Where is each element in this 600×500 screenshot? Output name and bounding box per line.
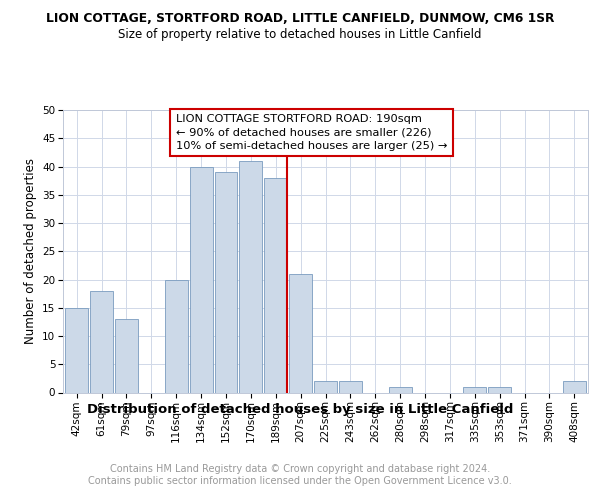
Bar xyxy=(90,291,113,392)
Text: Contains public sector information licensed under the Open Government Licence v3: Contains public sector information licen… xyxy=(88,476,512,486)
Text: Size of property relative to detached houses in Little Canfield: Size of property relative to detached ho… xyxy=(118,28,482,41)
Bar xyxy=(314,381,337,392)
Bar xyxy=(215,172,238,392)
Bar xyxy=(563,381,586,392)
Bar xyxy=(463,387,486,392)
Y-axis label: Number of detached properties: Number of detached properties xyxy=(23,158,37,344)
Bar xyxy=(165,280,188,392)
Bar xyxy=(115,319,138,392)
Bar xyxy=(65,308,88,392)
Text: Contains HM Land Registry data © Crown copyright and database right 2024.: Contains HM Land Registry data © Crown c… xyxy=(110,464,490,474)
Bar xyxy=(339,381,362,392)
Text: LION COTTAGE, STORTFORD ROAD, LITTLE CANFIELD, DUNMOW, CM6 1SR: LION COTTAGE, STORTFORD ROAD, LITTLE CAN… xyxy=(46,12,554,26)
Bar xyxy=(264,178,287,392)
Bar xyxy=(289,274,312,392)
Text: LION COTTAGE STORTFORD ROAD: 190sqm
← 90% of detached houses are smaller (226)
1: LION COTTAGE STORTFORD ROAD: 190sqm ← 90… xyxy=(176,114,447,150)
Bar xyxy=(239,161,262,392)
Bar xyxy=(389,387,412,392)
Bar xyxy=(488,387,511,392)
Bar xyxy=(190,166,212,392)
Text: Distribution of detached houses by size in Little Canfield: Distribution of detached houses by size … xyxy=(87,402,513,415)
